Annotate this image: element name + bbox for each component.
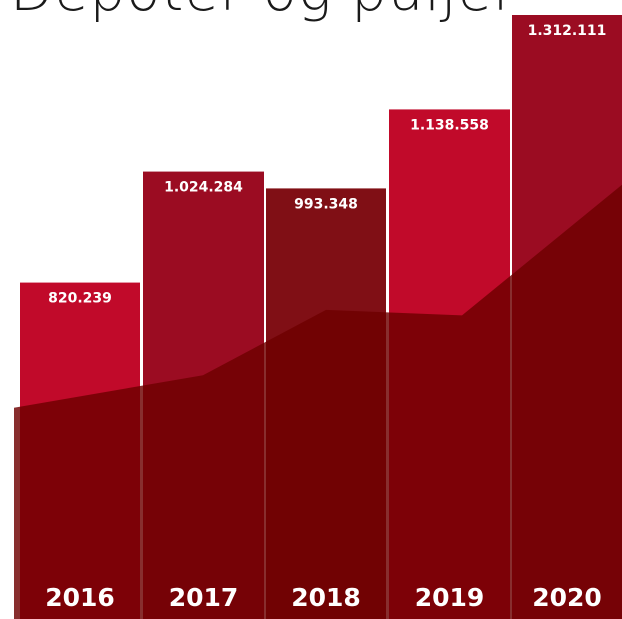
value-label-2019: 1.138.558 [410,117,489,133]
year-label-2020: 2020 [532,583,602,612]
value-label-2020: 1.312.111 [528,23,607,39]
value-label-2017: 1.024.284 [164,180,243,196]
overlay-area [14,184,622,619]
year-labels-group: 2016 2017 2018 2019 2020 [45,583,602,612]
value-labels-group: 820.239 1.024.284 993.348 1.138.558 1.312.11… [48,23,606,307]
year-label-2018: 2018 [291,583,361,612]
chart-title: Depoter og puljer [10,0,517,20]
year-label-2019: 2019 [415,583,485,612]
year-label-2017: 2017 [169,583,239,612]
value-label-2018: 993.348 [294,196,358,212]
value-label-2016: 820.239 [48,291,112,307]
year-label-2016: 2016 [45,583,115,612]
